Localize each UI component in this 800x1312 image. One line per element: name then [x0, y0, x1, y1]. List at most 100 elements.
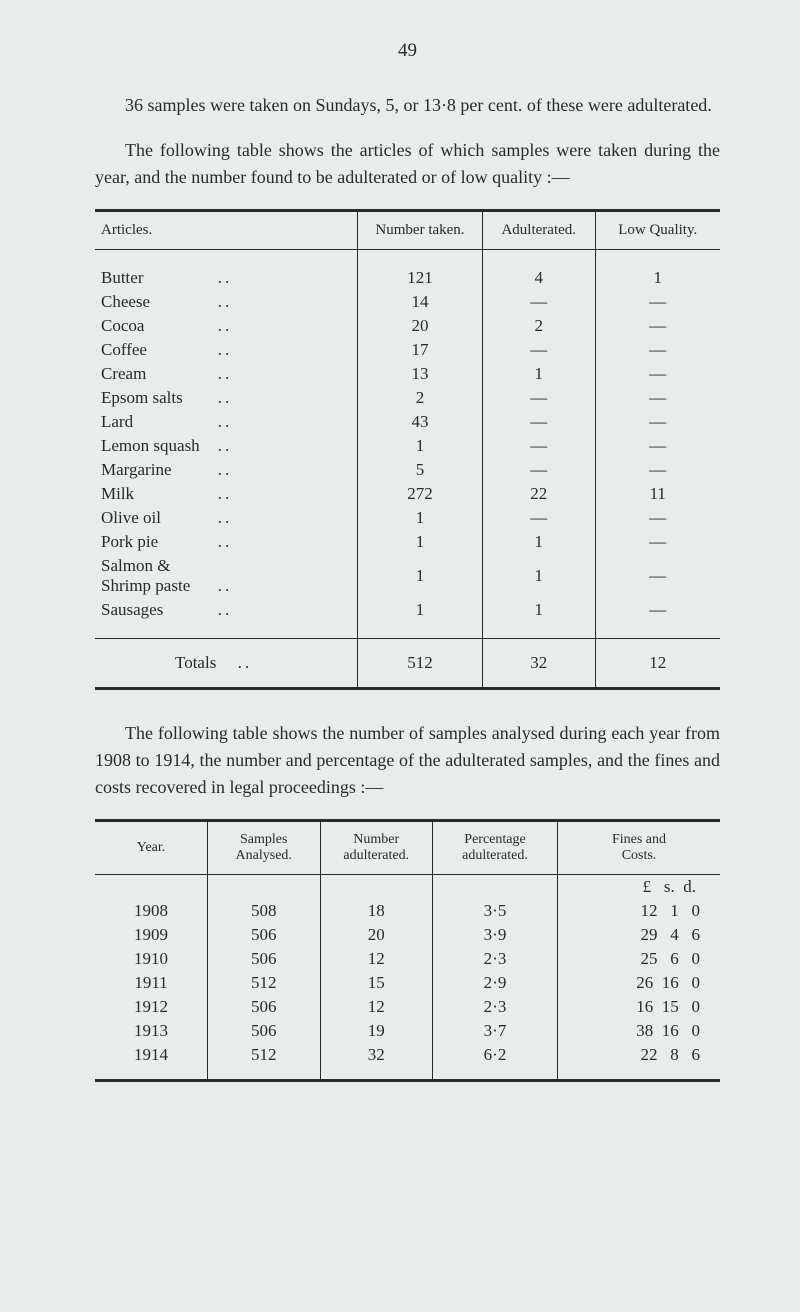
article-name: Lemon squash .. — [95, 434, 358, 458]
cell-low: — — [595, 362, 720, 386]
paragraph-3: The following table shows the number of … — [95, 720, 720, 801]
cell-year: 1914 — [95, 1043, 208, 1067]
cell-adulterated: — — [483, 338, 596, 362]
cell-number: 18 — [320, 899, 433, 923]
article-name: Olive oil .. — [95, 506, 358, 530]
article-name: Pork pie .. — [95, 530, 358, 554]
article-name: Coffee .. — [95, 338, 358, 362]
cell-adulterated: 4 — [483, 266, 596, 290]
cell-year: 1911 — [95, 971, 208, 995]
cell-samples: 506 — [208, 947, 321, 971]
article-name: Cream .. — [95, 362, 358, 386]
cell-fines: 25 6 0 — [558, 947, 721, 971]
cell-low: — — [595, 314, 720, 338]
table-row: 1910506122·325 6 0 — [95, 947, 720, 971]
header-number-adult: Number adulterated. — [320, 821, 433, 875]
cell-taken: 1 — [358, 554, 483, 598]
cell-taken: 272 — [358, 482, 483, 506]
cell-adulterated: 1 — [483, 598, 596, 622]
cell-low: — — [595, 290, 720, 314]
cell-adulterated: — — [483, 506, 596, 530]
cell-number: 15 — [320, 971, 433, 995]
table-row: Coffee ..17—— — [95, 338, 720, 362]
totals-adult: 32 — [483, 639, 596, 689]
table-row: Margarine ..5—— — [95, 458, 720, 482]
totals-low: 12 — [595, 639, 720, 689]
table-row: 1913506193·738 16 0 — [95, 1019, 720, 1043]
header-low-quality: Low Quality. — [595, 211, 720, 250]
paragraph-2: The following table shows the articles o… — [95, 137, 720, 191]
totals-taken: 512 — [358, 639, 483, 689]
table-row: 1909506203·929 4 6 — [95, 923, 720, 947]
currency-header: £ s. d. — [558, 875, 721, 900]
article-name: Cheese .. — [95, 290, 358, 314]
cell-low: — — [595, 458, 720, 482]
table-row: Salmon & Shrimp paste ..11— — [95, 554, 720, 598]
cell-year: 1912 — [95, 995, 208, 1019]
cell-taken: 20 — [358, 314, 483, 338]
article-name: Sausages .. — [95, 598, 358, 622]
cell-samples: 508 — [208, 899, 321, 923]
cell-adulterated: — — [483, 410, 596, 434]
cell-taken: 1 — [358, 530, 483, 554]
table-row: Sausages ..11— — [95, 598, 720, 622]
cell-adulterated: 1 — [483, 530, 596, 554]
cell-low: — — [595, 530, 720, 554]
cell-adulterated: 1 — [483, 362, 596, 386]
cell-adulterated: 2 — [483, 314, 596, 338]
cell-taken: 1 — [358, 434, 483, 458]
article-name: Lard .. — [95, 410, 358, 434]
table-row: Cream ..131— — [95, 362, 720, 386]
cell-low: 1 — [595, 266, 720, 290]
table-row: Cocoa ..202— — [95, 314, 720, 338]
table-row: Milk ..2722211 — [95, 482, 720, 506]
header-samples: Samples Analysed. — [208, 821, 321, 875]
table-row: Lard ..43—— — [95, 410, 720, 434]
cell-year: 1910 — [95, 947, 208, 971]
table-row: 1912506122·316 15 0 — [95, 995, 720, 1019]
cell-low: — — [595, 338, 720, 362]
header-percentage: Percentage adulterated. — [433, 821, 558, 875]
cell-fines: 22 8 6 — [558, 1043, 721, 1067]
cell-percentage: 3·7 — [433, 1019, 558, 1043]
cell-taken: 121 — [358, 266, 483, 290]
cell-percentage: 2·9 — [433, 971, 558, 995]
cell-number: 20 — [320, 923, 433, 947]
article-name: Butter .. — [95, 266, 358, 290]
table-row: Butter ..12141 — [95, 266, 720, 290]
cell-percentage: 6·2 — [433, 1043, 558, 1067]
article-name: Epsom salts .. — [95, 386, 358, 410]
cell-adulterated: — — [483, 290, 596, 314]
header-year: Year. — [95, 821, 208, 875]
header-adulterated: Adulterated. — [483, 211, 596, 250]
currency-header-row: £ s. d. — [95, 875, 720, 900]
table-row: 1908508183·512 1 0 — [95, 899, 720, 923]
header-taken: Number taken. — [358, 211, 483, 250]
page-number: 49 — [95, 40, 720, 62]
cell-samples: 512 — [208, 971, 321, 995]
cell-taken: 2 — [358, 386, 483, 410]
table-row: Cheese ..14—— — [95, 290, 720, 314]
cell-samples: 506 — [208, 995, 321, 1019]
cell-year: 1909 — [95, 923, 208, 947]
article-name: Cocoa .. — [95, 314, 358, 338]
table-row: Olive oil ..1—— — [95, 506, 720, 530]
cell-taken: 1 — [358, 506, 483, 530]
cell-taken: 5 — [358, 458, 483, 482]
cell-number: 19 — [320, 1019, 433, 1043]
cell-low: — — [595, 506, 720, 530]
cell-adulterated: 22 — [483, 482, 596, 506]
cell-adulterated: — — [483, 458, 596, 482]
table-row: 1914512326·222 8 6 — [95, 1043, 720, 1067]
cell-year: 1908 — [95, 899, 208, 923]
table-row: Lemon squash ..1—— — [95, 434, 720, 458]
table-row: 1911512152·926 16 0 — [95, 971, 720, 995]
cell-taken: 14 — [358, 290, 483, 314]
paragraph-1: 36 samples were taken on Sundays, 5, or … — [95, 92, 720, 119]
totals-label: Totals .. — [95, 639, 358, 689]
cell-percentage: 2·3 — [433, 947, 558, 971]
cell-number: 32 — [320, 1043, 433, 1067]
cell-fines: 16 15 0 — [558, 995, 721, 1019]
yearly-table: Year. Samples Analysed. Number adulterat… — [95, 819, 720, 1082]
header-fines: Fines and Costs. — [558, 821, 721, 875]
